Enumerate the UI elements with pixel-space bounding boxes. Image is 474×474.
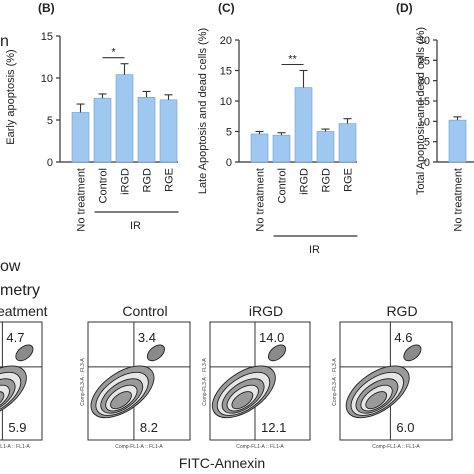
y-tick-label: 5 [424, 137, 430, 149]
flow-cytometry-row: treatment4.75.9Comp-FL1-A :: FL1-A Contro… [0, 303, 453, 450]
bar [316, 131, 335, 163]
panel-c: (C) 0 5 10 15 20 Late Apoptosis and dead cell… [197, 1, 358, 256]
y-tick-label: 25 [418, 55, 430, 67]
y-tick-label: 10 [41, 73, 53, 85]
bar [294, 87, 313, 163]
y-tick-label: 20 [418, 76, 430, 88]
density-contour [146, 344, 165, 362]
density-contour [0, 391, 5, 410]
density-contour [110, 391, 132, 410]
x-tick-label: iRGD [120, 168, 132, 195]
significance-label: * [111, 47, 116, 59]
bar [159, 99, 178, 163]
panel-c-letter: (C) [218, 1, 235, 15]
y-tick-label: 0 [424, 157, 430, 169]
upper-right-percentage: 3.4 [138, 330, 156, 345]
bar [272, 134, 291, 163]
y-tick-label: 10 [220, 96, 232, 108]
flow-x-axis-text: Comp-FL1-A :: FL1-A [372, 444, 420, 450]
flow-xlabel: FITC-Annexin [179, 455, 265, 471]
panel-b-letter: (B) [38, 1, 55, 15]
y-tick-label: 15 [220, 66, 232, 78]
flow-plot-title: iRGD [249, 303, 283, 319]
lower-right-percentage: 12.1 [261, 420, 286, 435]
flow-plot-frame [0, 321, 43, 441]
density-contour [15, 344, 34, 362]
upper-right-percentage: 4.7 [6, 330, 24, 345]
flow-plot-frame [209, 321, 311, 441]
lower-right-percentage: 8.2 [140, 420, 158, 435]
group-label: IR [309, 244, 320, 256]
significance-label: ** [288, 54, 297, 66]
x-tick-label: No treatment [255, 168, 267, 232]
y-tick-label: 0 [47, 157, 53, 169]
flow-x-axis-text: Comp-FL1-A :: FL1-A [115, 444, 163, 450]
flow-x-axis-text: Comp-FL1-A :: FL1-A [236, 444, 284, 450]
x-tick-label: RGD [321, 168, 333, 193]
flow-plot-frame [339, 321, 453, 441]
density-contour [231, 391, 254, 410]
x-tick-label: RGE [164, 168, 176, 192]
bar [250, 133, 269, 163]
flow-plot-frame [87, 321, 191, 441]
flow-y-axis-text: Comp-FL3-A :: FL3-A [80, 358, 86, 406]
left-fragment-2: ow [0, 258, 21, 275]
panel-d-letter: (D) [396, 1, 413, 15]
x-tick-label: RGE [343, 168, 355, 192]
x-tick-label: iRGD [299, 168, 311, 195]
y-tick-label: 30 [418, 35, 430, 47]
x-tick-label: Control [277, 168, 289, 203]
y-tick-label: 0 [226, 157, 232, 169]
density-contour [403, 344, 422, 362]
flow-x-axis-text: Comp-FL1-A :: FL1-A [0, 444, 30, 450]
x-tick-label: No treatment [453, 168, 465, 232]
y-tick-label: 15 [41, 31, 53, 43]
bar [115, 74, 134, 163]
bar [448, 119, 467, 163]
y-tick-label: 10 [418, 116, 430, 128]
bar [93, 97, 112, 163]
panel-b: (B) 0 5 10 15 Early apoptosis (%) No treatmen… [5, 1, 179, 232]
bar [137, 97, 156, 163]
density-contour [267, 344, 287, 362]
density-contour [365, 391, 388, 410]
y-tick-label: 5 [47, 115, 53, 127]
y-tick-label: 5 [226, 127, 232, 139]
x-tick-label: Control [98, 168, 110, 203]
upper-right-percentage: 14.0 [259, 330, 284, 345]
upper-right-percentage: 4.6 [394, 330, 412, 345]
bar [338, 123, 357, 163]
lower-right-percentage: 5.9 [8, 420, 26, 435]
y-tick-label: 15 [418, 96, 430, 108]
flow-plot-title: RGD [386, 303, 417, 319]
group-label: IR [130, 220, 141, 232]
flow-y-axis-text: Comp-FL3-A :: FL3-A [202, 358, 208, 406]
lower-right-percentage: 6.0 [396, 420, 414, 435]
x-tick-label: No treatment [76, 168, 88, 232]
y-axis-label: Early apoptosis (%) [5, 49, 17, 144]
flow-plot-title: treatment [0, 303, 48, 319]
y-axis-label: Late Apoptosis and dead cells (%) [197, 28, 209, 194]
x-tick-label: RGD [142, 168, 154, 193]
left-fragment-1: n [0, 33, 9, 50]
bar [71, 112, 90, 163]
left-fragment-3: metry [0, 282, 40, 299]
y-axis-label: Total Apoptosis and dead cells (%) [415, 27, 427, 195]
flow-plot-title: Control [122, 303, 167, 319]
flow-y-axis-text: Comp-FL3-A :: FL3-A [332, 358, 338, 406]
y-tick-label: 20 [220, 35, 232, 47]
